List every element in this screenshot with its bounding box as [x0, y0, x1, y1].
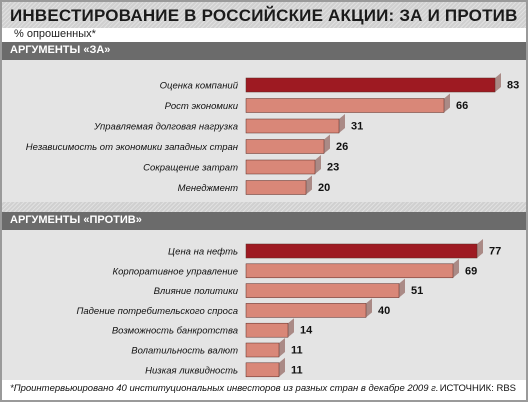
pro-value-5: 20 [318, 182, 330, 194]
contra-row-4: Возможность банкротства 14 [112, 318, 313, 338]
pro-label-2: Управляемая долговая нагрузка [93, 122, 238, 133]
pro-row-1: Рост экономики 66 [165, 93, 468, 113]
pro-row-2: Управляемая долговая нагрузка 31 [93, 114, 363, 134]
panel-pro: Оценка компаний 83 Рост экономики 66 Управля… [2, 60, 526, 202]
contra-row-5: Волатильность валют 11 [131, 338, 303, 358]
panel-contra: Цена на нефть 77 Корпоративное управление 6… [2, 230, 526, 380]
contra-bar-6 [245, 362, 280, 378]
pro-row-0: Оценка компаний 83 [160, 73, 519, 93]
contra-value-0: 77 [489, 246, 501, 258]
section-title-pro: АРГУМЕНТЫ «ЗА» [10, 44, 111, 56]
contra-label-3: Падение потребительского спроса [77, 306, 238, 317]
contra-bar-1 [245, 263, 454, 279]
chart-title: ИНВЕСТИРОВАНИЕ В РОССИЙСКИЕ АКЦИИ: ЗА И … [10, 6, 518, 25]
pro-label-5: Менеджмент [178, 183, 238, 194]
contra-value-6: 11 [291, 364, 303, 376]
contra-value-1: 69 [465, 265, 477, 277]
contra-row-2: Влияние политики 51 [154, 278, 423, 298]
contra-label-2: Влияние политики [154, 286, 239, 297]
contra-row-0: Цена на нефть 77 [168, 239, 501, 259]
pro-bar-2 [245, 118, 340, 134]
section-title-contra: АРГУМЕНТЫ «ПРОТИВ» [10, 214, 142, 226]
pro-label-1: Рост экономики [165, 101, 239, 112]
pro-bar-1 [245, 98, 445, 113]
contra-label-6: Низкая ликвидность [145, 365, 238, 376]
pro-bar-3 [245, 139, 325, 154]
contra-label-4: Возможность банкротства [112, 326, 238, 337]
contra-row-1: Корпоративное управление 69 [113, 258, 477, 279]
pro-label-3: Независимость от экономики западных стра… [26, 142, 239, 153]
contra-bar-5 [245, 342, 280, 358]
contra-value-3: 40 [378, 305, 390, 317]
pro-value-4: 23 [327, 162, 339, 174]
contra-value-5: 11 [291, 345, 303, 357]
title-band [2, 2, 526, 28]
contra-bar-4 [245, 322, 289, 338]
contra-label-5: Волатильность валют [131, 346, 238, 357]
pro-bar-0 [245, 77, 496, 93]
contra-value-2: 51 [411, 285, 423, 297]
chart-pro: Оценка компаний 83 Рост экономики 66 Управля… [26, 73, 519, 195]
pro-value-2: 31 [351, 121, 363, 133]
contra-row-3: Падение потребительского спроса 40 [77, 298, 390, 318]
pro-row-3: Независимость от экономики западных стра… [26, 134, 348, 154]
pro-value-1: 66 [456, 100, 468, 112]
separator-band [2, 202, 526, 212]
contra-bar-0 [245, 243, 478, 259]
section-header-pro: АРГУМЕНТЫ «ЗА» [2, 42, 526, 60]
chart-subtitle: % опрошенных* [14, 28, 96, 40]
pro-value-3: 26 [336, 141, 348, 153]
pro-row-5: Менеджмент 20 [178, 175, 330, 195]
footnote: *Проинтервьюировано 40 институциональных… [10, 383, 439, 394]
contra-row-6: Низкая ликвидность 11 [145, 357, 303, 378]
contra-label-1: Корпоративное управление [113, 266, 238, 277]
contra-label-0: Цена на нефть [168, 247, 238, 258]
contra-bar-2 [245, 283, 400, 298]
pro-bar-4 [245, 159, 316, 175]
pro-label-4: Сокращение затрат [143, 163, 238, 174]
pro-row-4: Сокращение затрат 23 [143, 155, 339, 175]
chart-contra: Цена на нефть 77 Корпоративное управление 6… [77, 239, 501, 378]
contra-bar-3 [245, 303, 367, 318]
pro-bar-5 [245, 180, 307, 195]
source-note: ИСТОЧНИК: RBS [439, 383, 516, 394]
pro-label-0: Оценка компаний [160, 81, 239, 92]
section-header-contra: АРГУМЕНТЫ «ПРОТИВ» [2, 212, 526, 230]
contra-value-4: 14 [300, 325, 313, 337]
pro-value-0: 83 [507, 80, 519, 92]
